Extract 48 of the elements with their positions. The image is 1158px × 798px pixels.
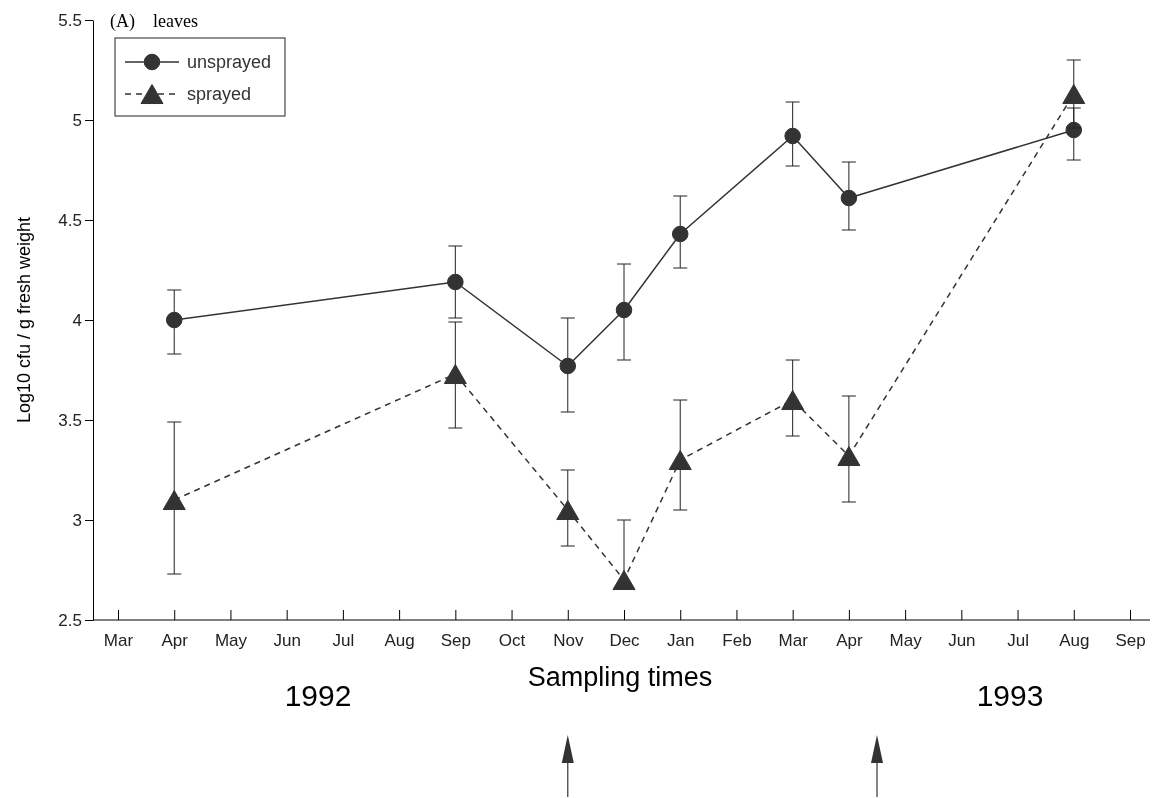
point	[615, 301, 633, 319]
y-tick-label: 5.5	[58, 10, 82, 30]
point	[559, 357, 577, 375]
x-tick-label: Aug	[1059, 631, 1090, 651]
x-tick-label: Apr	[836, 631, 863, 651]
point	[784, 127, 801, 145]
point	[840, 189, 858, 207]
x-tick-label: Jun	[273, 631, 301, 651]
point	[443, 363, 467, 385]
x-tick-label: Nov	[553, 631, 584, 651]
y-tick-label: 3.5	[58, 410, 82, 430]
x-tick-label: Oct	[498, 631, 526, 651]
point	[612, 569, 636, 591]
annotation: (A) leaves	[110, 11, 198, 32]
x-tick-label: May	[889, 631, 923, 651]
point	[837, 445, 861, 467]
legend-label: sprayed	[187, 84, 252, 104]
x-tick-label: Aug	[384, 631, 415, 651]
x-tick-label: Jul	[332, 631, 355, 651]
x-tick-label: May	[214, 631, 248, 651]
point	[668, 449, 692, 471]
y-axis-title: Log10 cfu / g fresh weight	[14, 216, 34, 424]
point	[781, 389, 805, 411]
x-tick-label: Feb	[722, 631, 752, 651]
x-tick-label: Mar	[778, 631, 809, 651]
x-tick-label: Mar	[103, 631, 134, 651]
y-tick-label: 4.5	[58, 210, 82, 230]
y-tick-label: 3	[72, 510, 82, 530]
x-tick-label: Jul	[1007, 631, 1029, 651]
x-axis-title: Sampling times	[527, 662, 713, 692]
x-tick-label: Sep	[440, 631, 471, 651]
y-tick-label: 2.5	[58, 610, 82, 630]
point	[162, 489, 186, 511]
x-tick-label: Apr	[161, 631, 189, 651]
point	[671, 225, 689, 243]
y-tick-label: 5	[72, 110, 82, 130]
x-tick-label: Sep	[1115, 631, 1146, 651]
x-tick-label: Jun	[948, 631, 976, 651]
x-tick-label: Jan	[667, 631, 695, 651]
legend-label: unsprayed	[187, 52, 272, 72]
point	[1062, 83, 1086, 105]
point	[165, 311, 183, 329]
point	[556, 499, 580, 521]
text: 1992	[284, 679, 352, 712]
text: 1993	[976, 679, 1044, 712]
point	[447, 273, 464, 291]
y-tick-label: 4	[72, 310, 82, 330]
x-tick-label: Dec	[609, 631, 641, 651]
